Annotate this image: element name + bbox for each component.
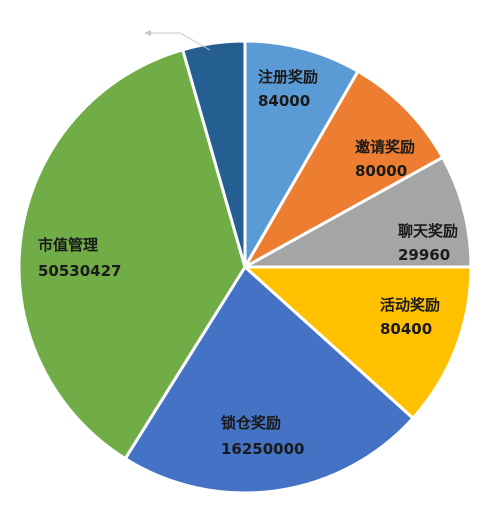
slice-value-huodong: 80400 bbox=[380, 320, 432, 338]
slice-value-yaoqing: 80000 bbox=[355, 162, 407, 180]
slice-label-shizhi: 市值管理 bbox=[38, 236, 98, 254]
slice-label-huodong: 活动奖励 bbox=[380, 296, 440, 314]
pie-slice-5 bbox=[17, 48, 247, 461]
pie-slice-3 bbox=[243, 265, 473, 420]
pie-slices bbox=[17, 39, 473, 495]
leader-arrowhead bbox=[144, 30, 151, 36]
pie-slice-4 bbox=[123, 265, 415, 495]
slice-label-zhuce: 注册奖励 bbox=[258, 68, 318, 86]
slice-value-zhuce: 84000 bbox=[258, 92, 310, 110]
slice-label-yaoqing: 邀请奖励 bbox=[355, 138, 415, 156]
pie-slice-1 bbox=[243, 69, 445, 269]
pie-slice-6 bbox=[181, 39, 247, 269]
pie-slice-0 bbox=[243, 39, 360, 269]
leader-line bbox=[148, 32, 211, 51]
slice-value-shizhi: 50530427 bbox=[38, 262, 122, 280]
slice-value-suocang: 16250000 bbox=[221, 440, 305, 458]
pie-slice-2 bbox=[243, 155, 473, 269]
slice-value-liaotian: 29960 bbox=[398, 246, 450, 264]
slice-label-suocang: 锁仓奖励 bbox=[221, 414, 281, 432]
slice-label-liaotian: 聊天奖励 bbox=[398, 222, 458, 240]
